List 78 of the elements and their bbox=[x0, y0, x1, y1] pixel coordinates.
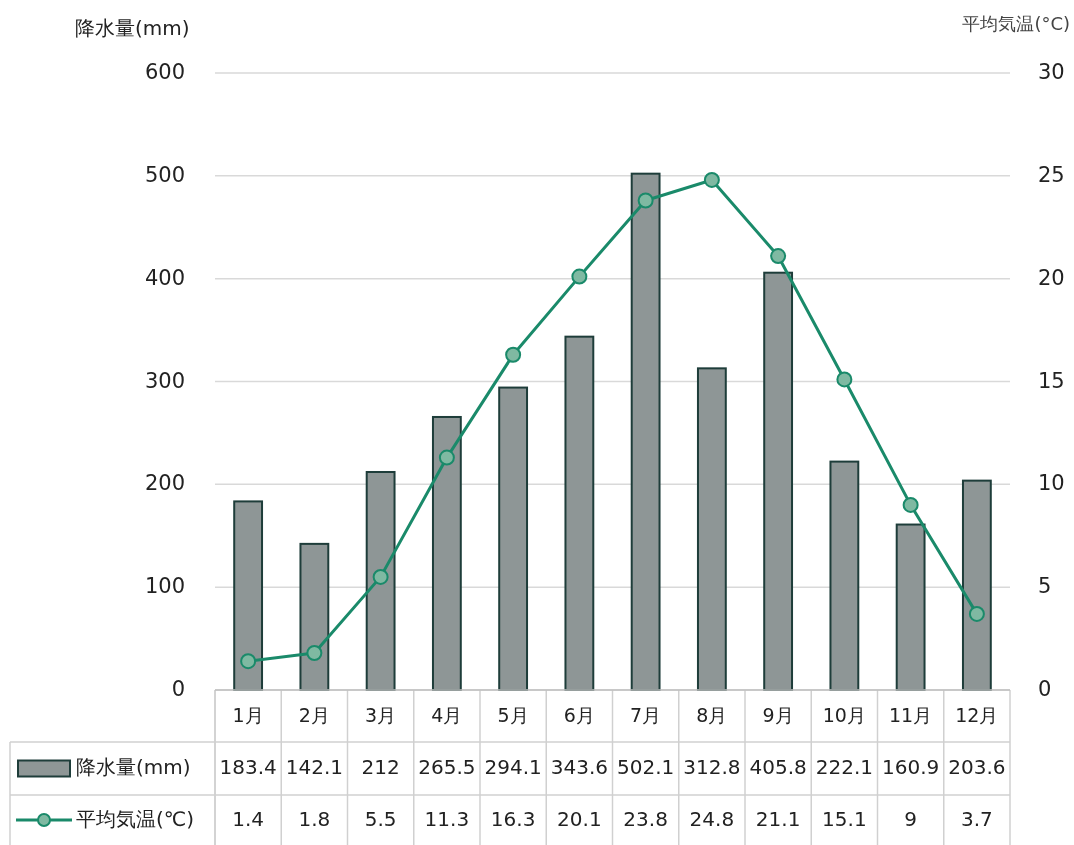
x-tick-label: 10月 bbox=[822, 703, 866, 726]
y-tick-label: 100 bbox=[144, 574, 185, 599]
y-tick-label: 400 bbox=[144, 265, 185, 290]
point bbox=[438, 449, 455, 466]
point bbox=[836, 371, 853, 388]
data-label: 265.5 bbox=[418, 755, 476, 779]
data-label: 502.1 bbox=[616, 755, 675, 779]
y2-tick-label: 15 bbox=[1038, 368, 1065, 393]
y-tick-label: 200 bbox=[144, 471, 185, 496]
data-label: 20.1 bbox=[557, 806, 602, 831]
y-tick-label: 0 bbox=[171, 677, 185, 701]
x-tick-label: 8月 bbox=[696, 703, 728, 726]
data-label: 23.8 bbox=[623, 806, 668, 831]
y2-tick-label: 30 bbox=[1038, 60, 1065, 84]
data-label: 343.6 bbox=[550, 755, 609, 779]
y-tick-label: 600 bbox=[144, 60, 185, 84]
data-label: 222.1 bbox=[815, 755, 874, 779]
x-tick-label: 12月 bbox=[955, 703, 999, 726]
data-label: 142.1 bbox=[285, 755, 344, 779]
point bbox=[770, 248, 787, 265]
point bbox=[306, 644, 323, 661]
bar bbox=[763, 271, 794, 691]
y2-tick-label: 10 bbox=[1038, 471, 1065, 496]
y2-tick-label: 25 bbox=[1038, 162, 1065, 187]
bar bbox=[895, 523, 926, 691]
x-tick-label: 2月 bbox=[298, 703, 330, 726]
y2-tick-label: 20 bbox=[1038, 265, 1065, 290]
data-label: 24.8 bbox=[689, 806, 735, 831]
bar bbox=[829, 460, 860, 691]
data-label: 5.5 bbox=[364, 806, 397, 831]
x-tick-label: 3月 bbox=[365, 703, 397, 726]
x-tick-label: 1月 bbox=[232, 703, 264, 726]
data-label: 312.8 bbox=[683, 755, 741, 779]
point bbox=[571, 268, 588, 285]
point bbox=[372, 568, 389, 585]
x-tick-label: 6月 bbox=[563, 703, 595, 726]
point bbox=[703, 171, 720, 188]
data-label: 9 bbox=[904, 806, 917, 831]
bar bbox=[961, 479, 992, 691]
data-label: 21.1 bbox=[755, 806, 801, 831]
y-axis-title: 降水量(mm) bbox=[75, 15, 190, 40]
point bbox=[240, 653, 257, 670]
point bbox=[902, 496, 919, 513]
x-tick-label: 11月 bbox=[889, 703, 933, 726]
data-label: 183.4 bbox=[219, 755, 277, 779]
y-tick-label: 500 bbox=[144, 162, 185, 187]
y-tick-label: 300 bbox=[144, 368, 185, 393]
x-tick-label: 4月 bbox=[431, 703, 463, 726]
y2-tick-label: 5 bbox=[1038, 574, 1052, 599]
bar bbox=[696, 367, 727, 691]
data-label: 160.9 bbox=[881, 755, 940, 779]
y2-axis-title: 平均気温(°C) bbox=[962, 13, 1070, 34]
point bbox=[968, 605, 985, 622]
point bbox=[505, 346, 522, 363]
bar bbox=[431, 415, 462, 691]
data-label: 405.8 bbox=[749, 755, 807, 779]
data-label: 212 bbox=[361, 755, 400, 779]
y2-tick-label: 0 bbox=[1038, 677, 1052, 701]
x-tick-label: 5月 bbox=[497, 703, 529, 726]
x-tick-label: 9月 bbox=[762, 703, 794, 726]
data-label: 294.1 bbox=[484, 755, 542, 779]
point bbox=[637, 192, 654, 209]
bar bbox=[233, 500, 264, 691]
bar bbox=[365, 470, 396, 691]
data-label: 3.7 bbox=[960, 806, 993, 831]
legend-label: 平均気温(℃) bbox=[76, 806, 195, 831]
x-tick-label: 7月 bbox=[630, 703, 662, 726]
bar bbox=[498, 386, 529, 691]
bar bbox=[630, 172, 661, 691]
bar bbox=[299, 542, 330, 691]
data-label: 15.1 bbox=[822, 806, 867, 831]
data-label: 1.4 bbox=[232, 806, 265, 831]
data-label: 16.3 bbox=[490, 806, 536, 831]
data-label: 1.8 bbox=[298, 806, 331, 831]
data-label: 11.3 bbox=[424, 806, 470, 831]
data-label: 203.6 bbox=[948, 755, 1006, 779]
legend-label: 降水量(mm) bbox=[76, 755, 191, 779]
bar bbox=[564, 335, 595, 691]
